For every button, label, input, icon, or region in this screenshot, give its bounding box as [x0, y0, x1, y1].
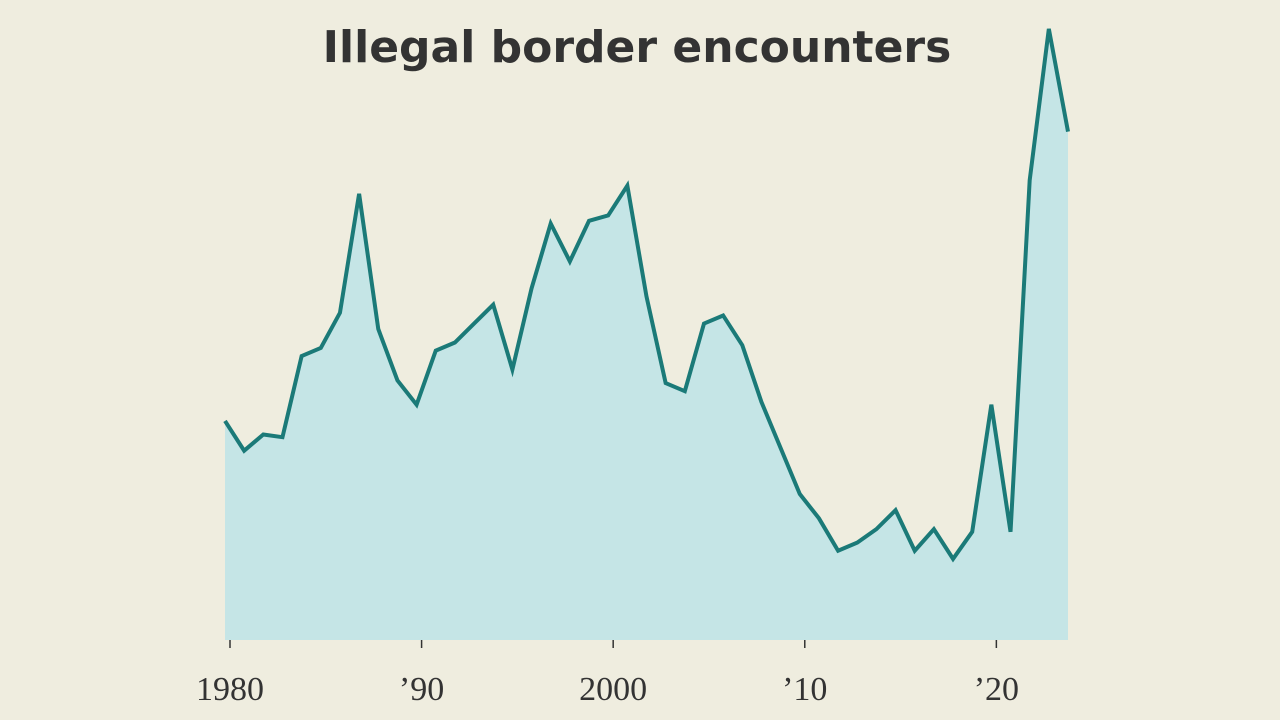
x-tick-label: 2000	[579, 671, 647, 708]
line	[223, 28, 1070, 563]
area-fill	[225, 28, 1068, 641]
x-tick-label: ’90	[399, 671, 444, 708]
x-tick-label: ’20	[974, 671, 1019, 708]
x-tick-label: 1980	[196, 671, 264, 708]
chart-title: Illegal border encounters	[323, 22, 952, 73]
x-tick-label: ’10	[782, 671, 827, 708]
